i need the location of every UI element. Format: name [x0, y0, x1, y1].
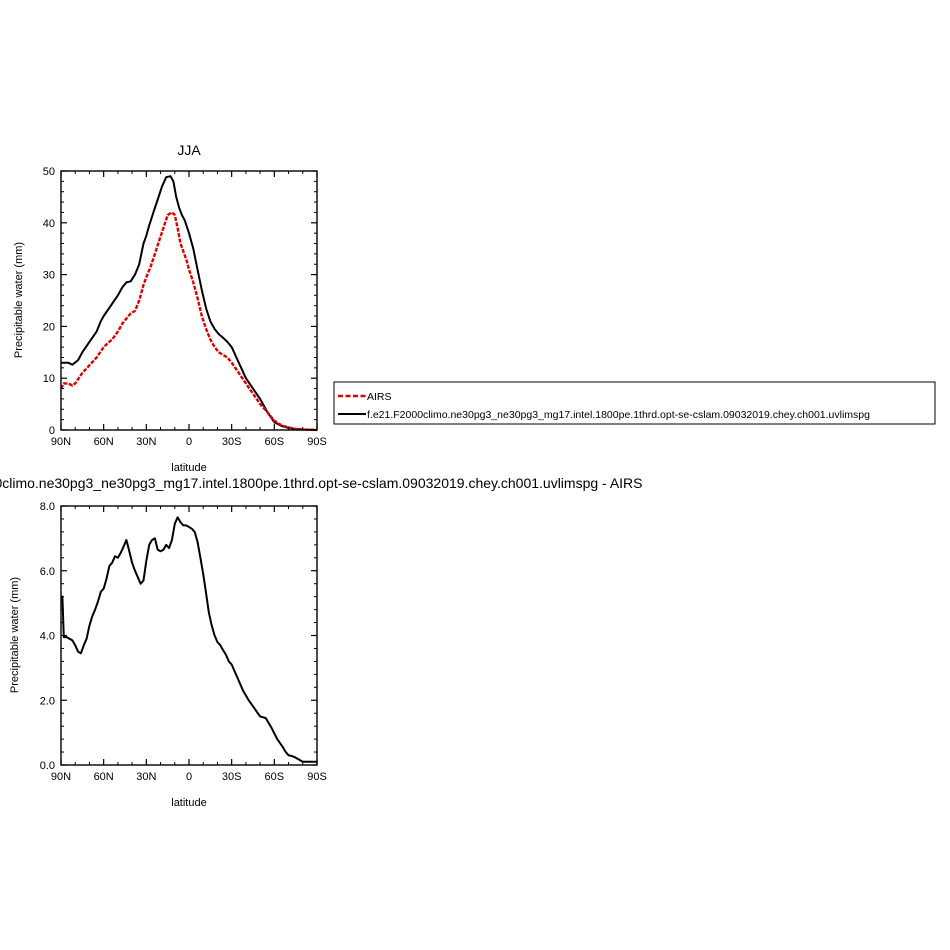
top-x-tick-label: 0	[186, 436, 192, 448]
top-series-f-e21-f2000climo-ne30pg3-ne30pg3-mg17-in	[61, 175, 318, 431]
bottom-curves	[61, 516, 317, 763]
bottom-x-tick-label: 90S	[307, 771, 327, 783]
legend-box	[333, 381, 936, 425]
top-plot-frame	[60, 170, 318, 431]
bottom-x-tick-label: 30N	[136, 771, 156, 783]
top-y-tick-label: 0	[49, 425, 55, 437]
bottom-series-difference	[61, 516, 317, 763]
top-y-tick-label: 40	[43, 218, 55, 230]
top-x-axis-label: latitude	[171, 462, 206, 474]
top-y-tick-label: 30	[43, 270, 55, 282]
bottom-y-axis-label: Precipitable water (mm)	[9, 577, 21, 693]
bottom-y-tick-label: 0.0	[40, 760, 55, 772]
bottom-x-tick-label: 60N	[94, 771, 114, 783]
bottom-x-tick-label: 90N	[51, 771, 71, 783]
bottom-x-tick-label: 0	[186, 771, 192, 783]
bottom-x-axis-label: latitude	[171, 797, 206, 809]
top-y-tick-label: 10	[43, 373, 55, 385]
legend-label-airs: AIRS	[367, 391, 392, 403]
bottom-y-tick-label: 8.0	[40, 501, 55, 513]
bottom-y-tick-label: 6.0	[40, 566, 55, 578]
top-curves	[59, 175, 318, 432]
bottom-plot-frame	[60, 505, 318, 766]
top-y-tick-label: 20	[43, 321, 55, 333]
top-x-tick-label: 30S	[222, 436, 242, 448]
top-ticks: 90N 60N 30N 0 30S 60S 90S 0 10 20 30 40 50	[43, 166, 327, 448]
bottom-y-tick-label: 2.0	[40, 695, 55, 707]
top-x-tick-label: 30N	[136, 436, 156, 448]
top-x-tick-label: 90S	[307, 436, 327, 448]
top-panel-title: JJA	[177, 142, 201, 158]
legend: AIRS f.e21.F2000climo.ne30pg3_ne30pg3_mg…	[333, 381, 936, 425]
top-x-tick-label: 60N	[94, 436, 114, 448]
top-x-tick-label: 60S	[265, 436, 285, 448]
top-x-tick-label: 90N	[51, 436, 71, 448]
bottom-y-tick-label: 4.0	[40, 631, 55, 643]
legend-label-model: f.e21.F2000climo.ne30pg3_ne30pg3_mg17.in…	[367, 409, 870, 421]
bottom-panel: f.e21.F2000climo.ne30pg3_ne30pg3_mg17.in…	[0, 475, 643, 809]
bottom-panel-title: f.e21.F2000climo.ne30pg3_ne30pg3_mg17.in…	[0, 475, 643, 491]
bottom-ticks: 90N 60N 30N 0 30S 60S 90S 0.0 2.0 4.0 6.0 8.0	[40, 501, 327, 783]
top-series-airs	[59, 211, 318, 432]
bottom-x-tick-label: 30S	[222, 771, 242, 783]
bottom-x-tick-label: 60S	[265, 771, 285, 783]
top-y-tick-label: 50	[43, 166, 55, 178]
top-y-axis-label: Precipitable water (mm)	[13, 242, 25, 358]
top-panel: JJA 90N 60N 30N 0 30S 60S 90S 0 10 20 30 40 50 latit…	[13, 142, 327, 474]
